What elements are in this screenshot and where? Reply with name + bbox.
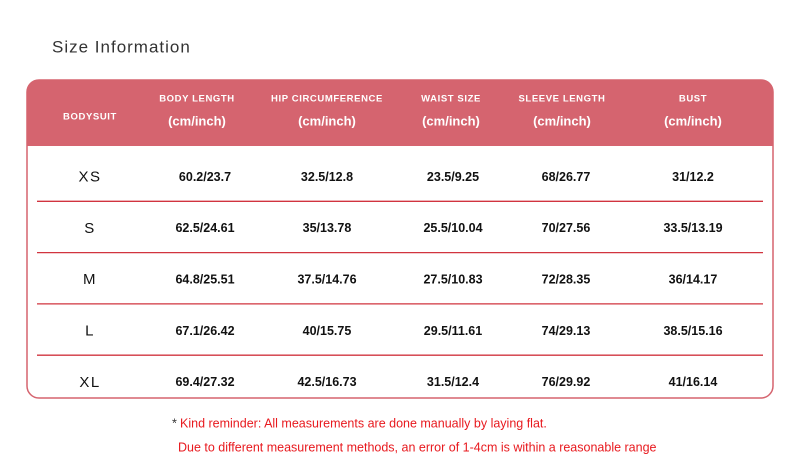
table-frame	[26, 79, 774, 399]
cell-value: 74/29.13	[542, 324, 591, 338]
cell-value: 25.5/10.04	[423, 221, 482, 235]
cell-value: 64.8/25.51	[175, 273, 234, 287]
size-label: XS	[78, 169, 101, 186]
size-label: XL	[79, 374, 100, 391]
cell-value: 36/14.17	[669, 273, 718, 287]
cell-value: 33.5/13.19	[663, 221, 722, 235]
column-label: WAIST SIZE	[421, 94, 481, 105]
cell-value: 37.5/14.76	[297, 273, 356, 287]
page-title: Size Information	[52, 37, 191, 56]
cell-value: 38.5/15.16	[663, 324, 722, 338]
cell-value: 62.5/24.61	[175, 221, 234, 235]
column-unit: (cm/inch)	[298, 113, 356, 128]
cell-value: 23.5/9.25	[427, 170, 479, 184]
cell-value: 41/16.14	[669, 375, 718, 389]
column-label: BODY LENGTH	[159, 94, 235, 105]
size-label: L	[85, 323, 95, 340]
cell-value: 70/27.56	[542, 221, 591, 235]
column-label: SLEEVE LENGTH	[519, 94, 606, 105]
cell-value: 60.2/23.7	[179, 170, 231, 184]
cell-value: 69.4/27.32	[175, 375, 234, 389]
note-line: Due to different measurement methods, an…	[178, 440, 657, 454]
header-band	[27, 80, 773, 146]
column-unit: (cm/inch)	[533, 113, 591, 128]
note-line: Kind reminder: All measurements are done…	[180, 416, 547, 430]
note-marker: *	[172, 416, 177, 430]
cell-value: 35/13.78	[303, 221, 352, 235]
column-unit: (cm/inch)	[422, 113, 480, 128]
cell-value: 32.5/12.8	[301, 170, 353, 184]
cell-value: 72/28.35	[542, 273, 591, 287]
corner-header: BODYSUIT	[63, 112, 117, 123]
size-label: M	[83, 271, 97, 288]
column-label: BUST	[679, 94, 707, 105]
cell-value: 31/12.2	[672, 170, 714, 184]
cell-value: 29.5/11.61	[424, 324, 482, 338]
size-label: S	[84, 220, 96, 237]
cell-value: 31.5/12.4	[427, 375, 479, 389]
cell-value: 27.5/10.83	[423, 273, 482, 287]
cell-value: 42.5/16.73	[297, 375, 356, 389]
cell-value: 76/29.92	[542, 375, 591, 389]
column-unit: (cm/inch)	[168, 113, 226, 128]
column-label: HIP CIRCUMFERENCE	[271, 94, 383, 105]
cell-value: 68/26.77	[542, 170, 591, 184]
column-unit: (cm/inch)	[664, 113, 722, 128]
cell-value: 40/15.75	[303, 324, 352, 338]
cell-value: 67.1/26.42	[175, 324, 234, 338]
